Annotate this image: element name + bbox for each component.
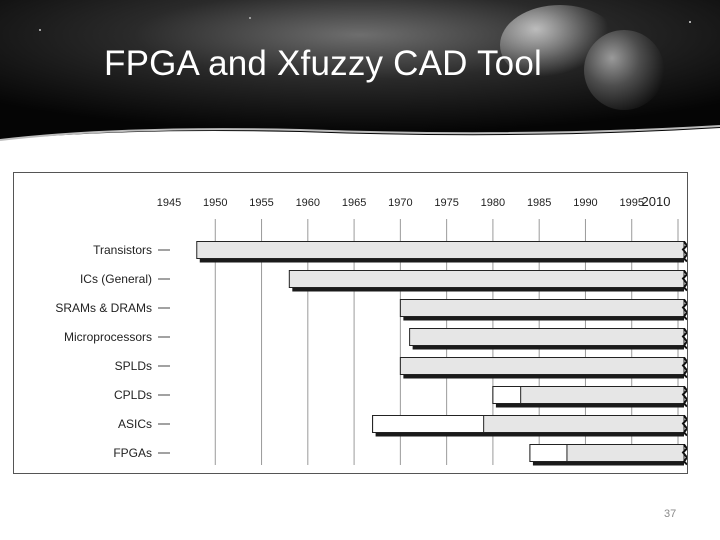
- timeline-bar: [399, 357, 685, 375]
- bar-continuation-mark: [681, 298, 687, 321]
- bar-early-segment: [529, 444, 568, 462]
- x-tick-label: 1945: [157, 197, 181, 209]
- title-banner: [0, 0, 720, 141]
- bar-continuation-mark: [681, 385, 687, 408]
- x-tick-label: 1970: [388, 197, 412, 209]
- timeline-bar: [196, 241, 685, 259]
- timeline-bar: [399, 299, 685, 317]
- category-label: FPGAs: [113, 446, 152, 460]
- x-tick-label: 1955: [249, 197, 273, 209]
- x-tick-label: 2010: [642, 194, 671, 209]
- bar-early-segment: [372, 415, 485, 433]
- category-label: CPLDs: [114, 388, 152, 402]
- category-label: SPLDs: [115, 359, 152, 373]
- x-tick-label: 1980: [481, 197, 505, 209]
- x-tick-label: 1960: [296, 197, 320, 209]
- category-label: Microprocessors: [64, 330, 152, 344]
- timeline-bar: [409, 328, 685, 346]
- bar-continuation-mark: [681, 269, 687, 292]
- x-tick-label: 1985: [527, 197, 551, 209]
- bar-continuation-mark: [681, 327, 687, 350]
- x-tick-label: 1965: [342, 197, 366, 209]
- page-number: 37: [664, 508, 677, 520]
- bar-continuation-mark: [681, 414, 687, 437]
- star-dot: [249, 17, 251, 19]
- bar-early-segment: [492, 386, 522, 404]
- star-dot: [689, 21, 691, 23]
- x-tick-label: 1990: [573, 197, 597, 209]
- category-label: ASICs: [118, 417, 152, 431]
- planet-graphic: [584, 30, 664, 110]
- category-label: SRAMs & DRAMs: [55, 301, 152, 315]
- bar-continuation-mark: [681, 443, 687, 466]
- category-label: ICs (General): [80, 272, 152, 286]
- banner-curve-highlight: [0, 125, 720, 141]
- timeline-bar: [288, 270, 685, 288]
- x-tick-label: 1950: [203, 197, 227, 209]
- star-dot: [39, 29, 41, 31]
- bar-continuation-mark: [681, 356, 687, 379]
- timeline-chart-frame: 1945 1950 1955 1960 1965 1970 1975 1980 1985 1990…: [13, 172, 688, 474]
- timeline-bar: [492, 386, 685, 404]
- category-label: Transistors: [93, 243, 152, 257]
- x-tick-label: 1975: [434, 197, 458, 209]
- timeline-chart: 1945 1950 1955 1960 1965 1970 1975 1980 1985 1990…: [55, 194, 687, 466]
- x-tick-label: 1995: [619, 197, 643, 209]
- bar-continuation-mark: [681, 240, 687, 263]
- slide-title: FPGA and Xfuzzy CAD Tool: [104, 44, 542, 83]
